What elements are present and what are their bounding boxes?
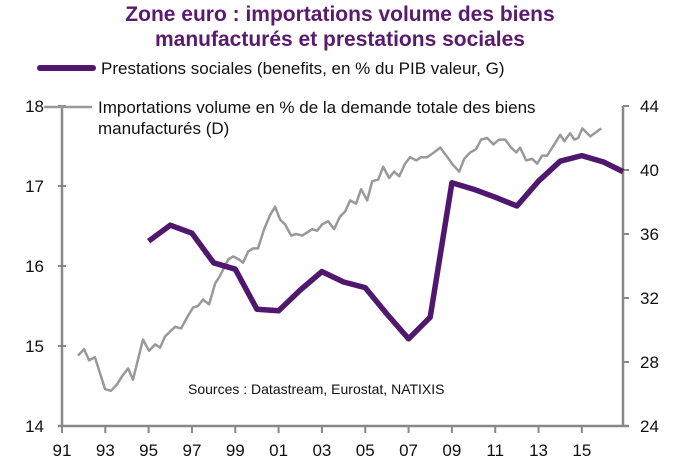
series-layer (77, 127, 625, 393)
legend-label-benefits: Prestations sociales (benefits, en % du … (101, 59, 505, 78)
right-y-tick-label: 24 (640, 417, 659, 436)
axes: 14 15 16 17 18 24 28 32 36 40 44 91 93 95 97 99 01 03 05 07… (25, 97, 659, 460)
left-y-tick-label: 14 (25, 417, 44, 436)
x-tick-label: 13 (529, 441, 548, 460)
left-y-tick-label: 15 (25, 337, 44, 356)
x-tick-label: 95 (139, 441, 158, 460)
x-tick-label: 09 (442, 441, 461, 460)
legend-lines (37, 65, 96, 109)
right-y-tick-label: 28 (640, 353, 659, 372)
legend-label-imports: Importations volume en % de la demande t… (98, 98, 536, 138)
x-tick-label: 97 (183, 441, 202, 460)
chart-title-line-1: Zone euro : importations volume des bien… (125, 3, 555, 26)
series-line-imports (77, 127, 603, 393)
left-y-tick-label: 17 (25, 177, 44, 196)
chart-title-line-2: manufacturés et prestations sociales (155, 28, 525, 51)
x-tick-label: 15 (572, 441, 591, 460)
right-y-tick-label: 32 (640, 289, 659, 308)
x-tick-label: 91 (53, 441, 72, 460)
left-y-tick-label: 18 (25, 97, 44, 116)
x-tick-label: 01 (269, 441, 288, 460)
right-y-tick-label: 36 (640, 225, 659, 244)
x-tick-label: 05 (356, 441, 375, 460)
right-y-tick-label: 44 (640, 97, 659, 116)
x-tick-label: 03 (312, 441, 331, 460)
series-line-benefits (146, 152, 625, 342)
right-y-tick-label: 40 (640, 161, 659, 180)
x-tick-label: 99 (226, 441, 245, 460)
chart-title: Zone euro : importations volume des bien… (0, 2, 680, 52)
chart-source: Sources : Datastream, Eurostat, NATIXIS (188, 381, 445, 397)
x-tick-label: 93 (96, 441, 115, 460)
x-tick-label: 07 (399, 441, 418, 460)
left-y-tick-label: 16 (25, 257, 44, 276)
x-tick-label: 11 (486, 441, 504, 460)
